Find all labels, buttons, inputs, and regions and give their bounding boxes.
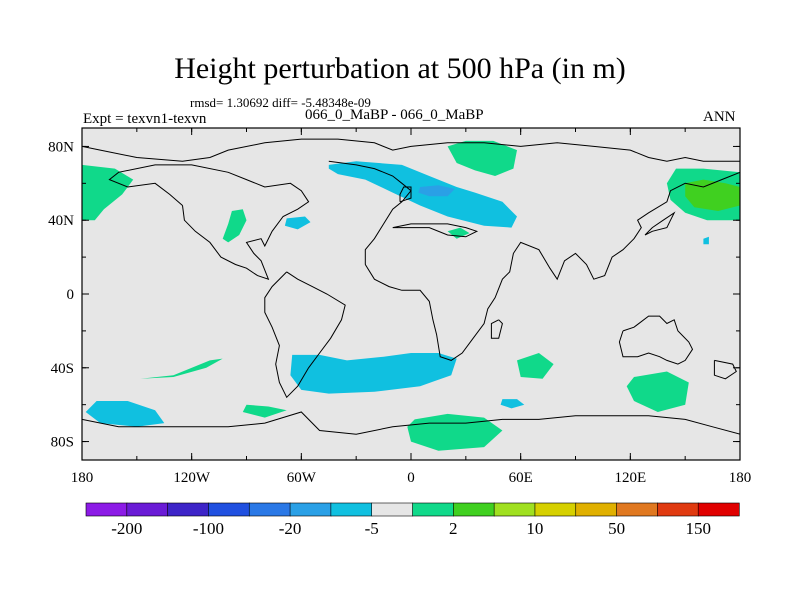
- colorbar-swatch: [330, 502, 373, 517]
- colorbar-swatch: [85, 502, 128, 517]
- colorbar-swatch: [167, 502, 210, 517]
- x-tick-label: 120W: [173, 470, 211, 486]
- colorbar-swatch: [289, 502, 332, 517]
- colorbar-label: -20: [279, 519, 302, 538]
- x-tick-label: 0: [407, 470, 415, 486]
- colorbar-label: -5: [365, 519, 379, 538]
- contour-region-green-south-right-mid: [517, 353, 554, 379]
- y-tick-label: 40N: [48, 213, 74, 229]
- contour-region-cyan-south-center: [290, 353, 457, 394]
- colorbar-label: 2: [449, 519, 458, 538]
- season-label: ANN: [703, 109, 736, 125]
- contour-region-green-south-right: [626, 371, 689, 412]
- contour-region-lightgreen-right-north: [685, 179, 740, 211]
- colorbar-label: 50: [608, 519, 625, 538]
- coastline-0: [82, 138, 740, 162]
- experiment-label: Expt = texvn1-texvn: [83, 111, 207, 127]
- y-tick-label: 40S: [51, 361, 74, 377]
- chart-title: Height perturbation at 500 hPa (in m): [174, 52, 626, 85]
- coastline-7: [392, 223, 479, 238]
- colorbar-swatch: [493, 502, 536, 517]
- contour-region-green-far-left: [82, 164, 134, 221]
- coastline-1: [328, 160, 412, 265]
- contour-region-green-small-center: [447, 227, 470, 239]
- coastline-11: [399, 186, 412, 203]
- contour-region-cyan-small-north: [284, 216, 311, 230]
- colorbar-swatch: [453, 502, 495, 517]
- colorbar-label: -100: [193, 519, 224, 538]
- colorbar-swatch: [412, 502, 454, 517]
- x-tick-label: 180: [729, 470, 752, 486]
- coastline-8: [490, 319, 503, 339]
- colorbar-swatch: [371, 502, 414, 517]
- coastline-6: [82, 411, 740, 435]
- x-tick-label: 60W: [287, 470, 317, 486]
- contour-region-green-left-mid: [222, 209, 247, 243]
- contour-region-green-top-center: [447, 140, 517, 176]
- y-tick-label: 80N: [48, 139, 74, 155]
- colorbar-swatch: [534, 502, 577, 517]
- contour-region-cyan-south-small: [500, 399, 525, 409]
- colorbar-swatch: [697, 502, 740, 517]
- colorbar-label: -200: [111, 519, 142, 538]
- y-tick-label: 0: [67, 287, 75, 303]
- contour-region-cyan-tiny-right: [703, 236, 709, 245]
- colorbar-swatch: [248, 502, 291, 517]
- y-tick-label: 80S: [51, 435, 74, 451]
- colorbar-swatch: [126, 502, 169, 517]
- colorbar-swatch: [616, 502, 658, 517]
- x-tick-label: 60E: [509, 470, 533, 486]
- contour-region-cyan-south-left: [85, 401, 165, 427]
- contour-region-green-south-mid: [242, 404, 287, 418]
- case-label: 066_0_MaBP - 066_0_MaBP: [305, 107, 484, 123]
- x-tick-label: 120E: [614, 470, 646, 486]
- coastline-10: [644, 211, 676, 236]
- colorbar-label: 150: [685, 519, 711, 538]
- colorbar-swatch: [208, 502, 250, 517]
- contour-region-green-south-left: [140, 358, 223, 379]
- colorbar-swatch: [657, 502, 699, 517]
- coastline-4: [108, 164, 310, 281]
- coastline-2: [364, 171, 740, 361]
- stats-line: rmsd= 1.30692 diff= -5.48348e-09: [190, 95, 371, 110]
- contour-region-cyan-north-pacific: [328, 161, 517, 228]
- colorbar-label: 10: [526, 519, 543, 538]
- coastline-5: [618, 315, 694, 365]
- x-tick-label: 180: [71, 470, 94, 486]
- contour-region-blue-north-core: [418, 185, 455, 197]
- colorbar-swatch: [575, 502, 618, 517]
- coastline-9: [713, 359, 737, 380]
- coastline-3: [264, 271, 346, 399]
